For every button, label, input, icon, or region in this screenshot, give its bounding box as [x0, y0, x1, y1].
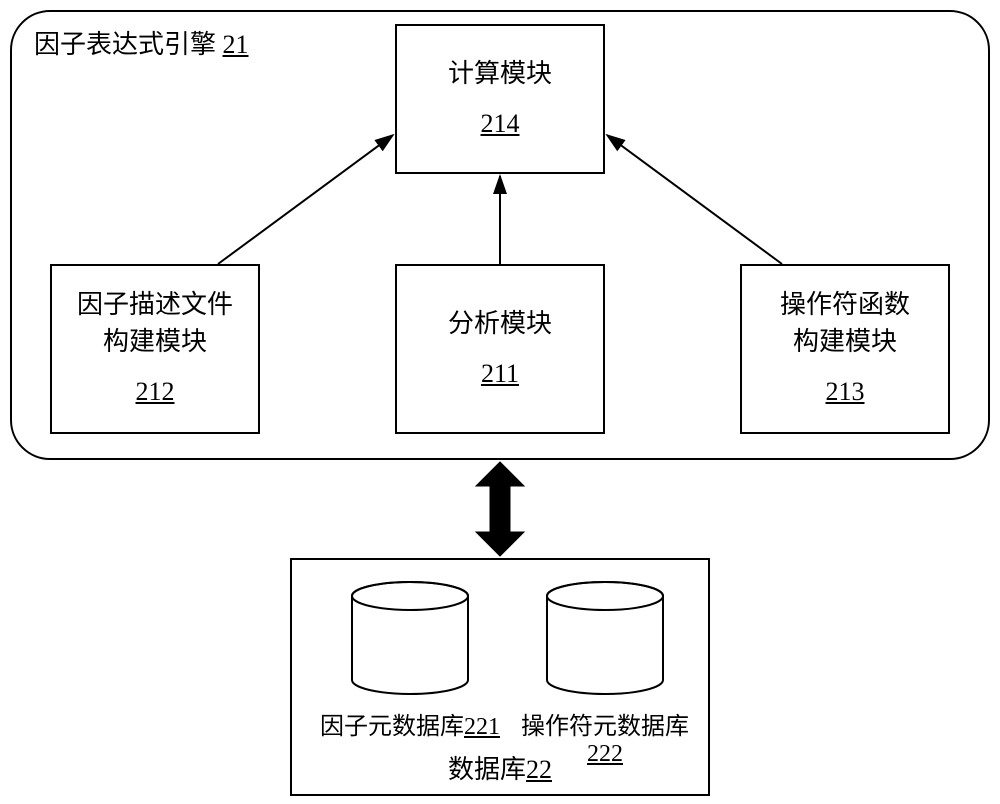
db-item-factor-meta: 因子元数据库221 — [320, 580, 500, 741]
node-desc-file-line2: 构建模块 — [103, 324, 207, 360]
node-operator-fn-line2: 构建模块 — [793, 324, 897, 360]
db-item-operator-meta: 操作符元数据库222 — [510, 580, 700, 768]
engine-title-num: 21 — [223, 30, 249, 59]
node-compute-num: 214 — [481, 106, 520, 142]
db-item-operator-meta-num: 222 — [587, 741, 623, 767]
node-operator-fn-line1: 操作符函数 — [780, 287, 910, 323]
node-analysis-num: 211 — [481, 356, 519, 392]
cylinder-icon — [350, 580, 470, 696]
node-compute-line1: 计算模块 — [448, 56, 552, 92]
node-compute: 计算模块 214 — [395, 24, 605, 174]
node-desc-file: 因子描述文件 构建模块 212 — [50, 264, 260, 434]
node-desc-file-num: 212 — [136, 374, 175, 410]
node-operator-fn: 操作符函数 构建模块 213 — [740, 264, 950, 434]
diagram-canvas: 因子表达式引擎 21 计算模块 214 因子描述文件 构建模块 212 分析模块… — [0, 0, 1000, 804]
node-operator-fn-num: 213 — [826, 374, 865, 410]
cylinder-icon — [545, 580, 665, 696]
double-arrow-engine-database — [476, 462, 524, 556]
db-item-operator-meta-label: 操作符元数据库 — [521, 714, 689, 740]
engine-title-text: 因子表达式引擎 — [34, 30, 216, 59]
node-analysis: 分析模块 211 — [395, 264, 605, 434]
engine-title: 因子表达式引擎 21 — [34, 24, 249, 61]
db-item-factor-meta-num: 221 — [464, 714, 500, 740]
node-analysis-line1: 分析模块 — [448, 306, 552, 342]
db-item-factor-meta-label: 因子元数据库 — [320, 714, 464, 740]
node-desc-file-line1: 因子描述文件 — [77, 287, 233, 323]
